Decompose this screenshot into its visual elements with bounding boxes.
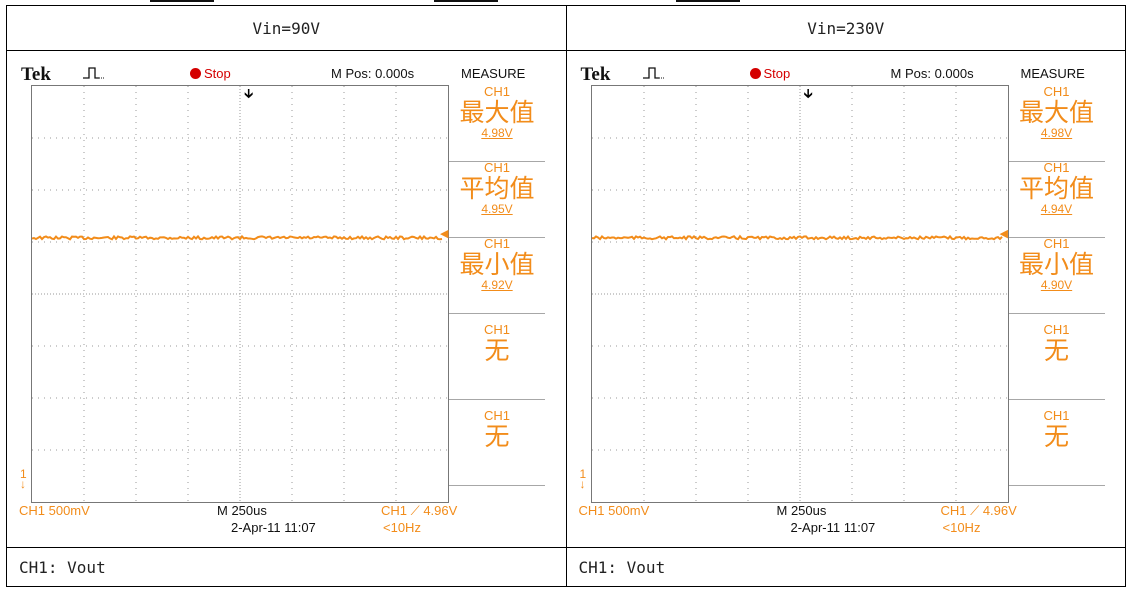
column-header-vin-230: Vin=230V bbox=[565, 5, 1126, 51]
acquisition-status: Stop bbox=[763, 66, 791, 81]
scope-cell: Tek Stop M Pos: 0.000s MEASURE 🡳 ◀ 1 ↓ CH… bbox=[565, 50, 1126, 548]
capture-date: 2-Apr-11 11:07 bbox=[790, 520, 876, 535]
trigger-level-arrow-icon: ◀ bbox=[999, 227, 1008, 240]
time-scale: M 250us bbox=[217, 503, 267, 518]
time-scale: M 250us bbox=[776, 503, 827, 518]
trigger-frequency: <10Hz bbox=[383, 520, 421, 535]
trigger-position-arrow-icon: 🡳 bbox=[244, 87, 254, 102]
channel-ground-marker: 1 ↓ bbox=[20, 467, 27, 491]
horizontal-position: M Pos: 0.000s bbox=[331, 66, 415, 81]
oscilloscope-screenshot: Tek Stop M Pos: 0.000s MEASURE 🡳 ◀ 1 ↓ CH… bbox=[17, 63, 547, 535]
trigger-edge-icon bbox=[642, 67, 665, 79]
measurement-value: 4.98V bbox=[1040, 126, 1073, 140]
measurement-name: 无 bbox=[484, 336, 510, 365]
measurement-value: 4.90V bbox=[1040, 278, 1073, 292]
horizontal-position: M Pos: 0.000s bbox=[890, 66, 974, 81]
waveform-graticule: 🡳 ◀ 1 ↓ bbox=[20, 85, 449, 503]
measurement-name: 最小值 bbox=[459, 250, 535, 279]
trigger-position-arrow-icon: 🡳 bbox=[803, 87, 813, 102]
measurement-name: 最小值 bbox=[1018, 250, 1094, 279]
caption-row: CH1: Vout CH1: Vout bbox=[6, 547, 1126, 587]
acquisition-status: Stop bbox=[204, 66, 231, 81]
measurement-name: 最大值 bbox=[459, 98, 535, 127]
stop-icon bbox=[749, 68, 761, 79]
scope-cell: Tek Stop M Pos: 0.000s MEASURE 🡳 ◀ 1 ↓ CH… bbox=[6, 50, 567, 548]
measurement-box: CH1 最大值 4.98V bbox=[449, 85, 545, 162]
measurement-box: CH1 无 bbox=[1008, 399, 1105, 486]
measurement-name: 无 bbox=[1043, 422, 1069, 451]
trigger-level: CH1 ⟋ 4.96V bbox=[381, 503, 458, 518]
measurement-name: 无 bbox=[484, 422, 510, 451]
measure-panel: CH1 最大值 4.98V CH1 平均值 4.95V CH1 最小值 4.92V CH1 无 CH1… bbox=[449, 85, 545, 501]
measurement-value: 4.94V bbox=[1040, 202, 1073, 216]
scope-readout-bar: CH1 500mV M 250us CH1 ⟋ 4.96V 2-Apr-11 1… bbox=[17, 501, 547, 535]
trigger-level-arrow-icon: ◀ bbox=[440, 227, 449, 240]
measurement-box: CH1 平均值 4.95V bbox=[449, 161, 545, 238]
ch1-waveform-trace bbox=[591, 234, 1003, 241]
measure-panel: CH1 最大值 4.98V CH1 平均值 4.94V CH1 最小值 4.90V CH1 无 CH1… bbox=[1008, 84, 1105, 501]
capture-date: 2-Apr-11 11:07 bbox=[231, 520, 316, 535]
measurement-channel: CH1 bbox=[1043, 322, 1070, 337]
waveform-graticule: 🡳 ◀ 1 ↓ bbox=[580, 85, 1009, 503]
stop-icon bbox=[190, 68, 201, 79]
measurement-value: 4.92V bbox=[481, 278, 513, 292]
measurement-channel: CH1 bbox=[1043, 160, 1070, 175]
channel-scale: CH1 500mV bbox=[578, 503, 650, 518]
caption-cell: CH1: Vout bbox=[565, 547, 1126, 587]
measurement-name: 平均值 bbox=[459, 174, 535, 203]
trigger-edge-icon bbox=[83, 67, 105, 79]
graticule-grid bbox=[591, 86, 1008, 502]
measurement-box: CH1 最大值 4.98V bbox=[1008, 84, 1105, 162]
oscilloscope-screenshot: Tek Stop M Pos: 0.000s MEASURE 🡳 ◀ 1 ↓ CH… bbox=[576, 63, 1107, 535]
scope-status-bar: Tek Stop M Pos: 0.000s MEASURE bbox=[17, 63, 547, 85]
measurement-box: CH1 无 bbox=[449, 399, 545, 486]
channel-ground-marker: 1 ↓ bbox=[579, 467, 587, 491]
measurement-box: CH1 平均值 4.94V bbox=[1008, 160, 1105, 238]
scope-row: Tek Stop M Pos: 0.000s MEASURE 🡳 ◀ 1 ↓ CH… bbox=[6, 50, 1126, 548]
ch1-waveform-trace bbox=[32, 234, 443, 241]
measurement-channel: CH1 bbox=[1043, 84, 1070, 99]
header-row: Vin=90V Vin=230V bbox=[6, 5, 1126, 51]
measurement-box: CH1 最小值 4.90V bbox=[1008, 236, 1105, 314]
column-header-vin-90: Vin=90V bbox=[6, 5, 567, 51]
measurement-name: 最大值 bbox=[1018, 98, 1094, 127]
brand-logo: Tek bbox=[21, 64, 51, 85]
measurement-channel: CH1 bbox=[1043, 236, 1070, 251]
trigger-level: CH1 ⟋ 4.96V bbox=[940, 503, 1017, 518]
measurement-value: 4.98V bbox=[481, 126, 513, 140]
measurement-channel: CH1 bbox=[483, 408, 510, 423]
scope-status-bar: Tek Stop M Pos: 0.000s MEASURE bbox=[577, 63, 1107, 85]
brand-logo: Tek bbox=[580, 64, 611, 85]
graticule-grid bbox=[32, 86, 448, 502]
measurement-box: CH1 最小值 4.92V bbox=[449, 237, 545, 314]
measurement-channel: CH1 bbox=[483, 322, 510, 337]
measurement-name: 平均值 bbox=[1018, 174, 1094, 203]
trigger-frequency: <10Hz bbox=[942, 520, 981, 535]
top-underline-marks bbox=[0, 0, 1132, 5]
measurement-value: 4.95V bbox=[481, 202, 513, 216]
measurement-box: CH1 无 bbox=[449, 313, 545, 400]
measurement-name: 无 bbox=[1043, 336, 1069, 365]
measurement-box: CH1 无 bbox=[1008, 313, 1105, 400]
menu-title: MEASURE bbox=[1020, 66, 1085, 81]
scope-readout-bar: CH1 500mV M 250us CH1 ⟋ 4.96V 2-Apr-11 1… bbox=[577, 501, 1107, 535]
caption-cell: CH1: Vout bbox=[6, 547, 567, 587]
channel-scale: CH1 500mV bbox=[19, 503, 90, 518]
measurement-channel: CH1 bbox=[483, 236, 510, 251]
comparison-table: Vin=90V Vin=230V Tek Stop M Pos: 0.000s … bbox=[6, 5, 1126, 587]
measurement-channel: CH1 bbox=[483, 84, 510, 99]
measurement-channel: CH1 bbox=[483, 160, 510, 175]
measurement-channel: CH1 bbox=[1043, 408, 1070, 423]
menu-title: MEASURE bbox=[461, 66, 526, 81]
